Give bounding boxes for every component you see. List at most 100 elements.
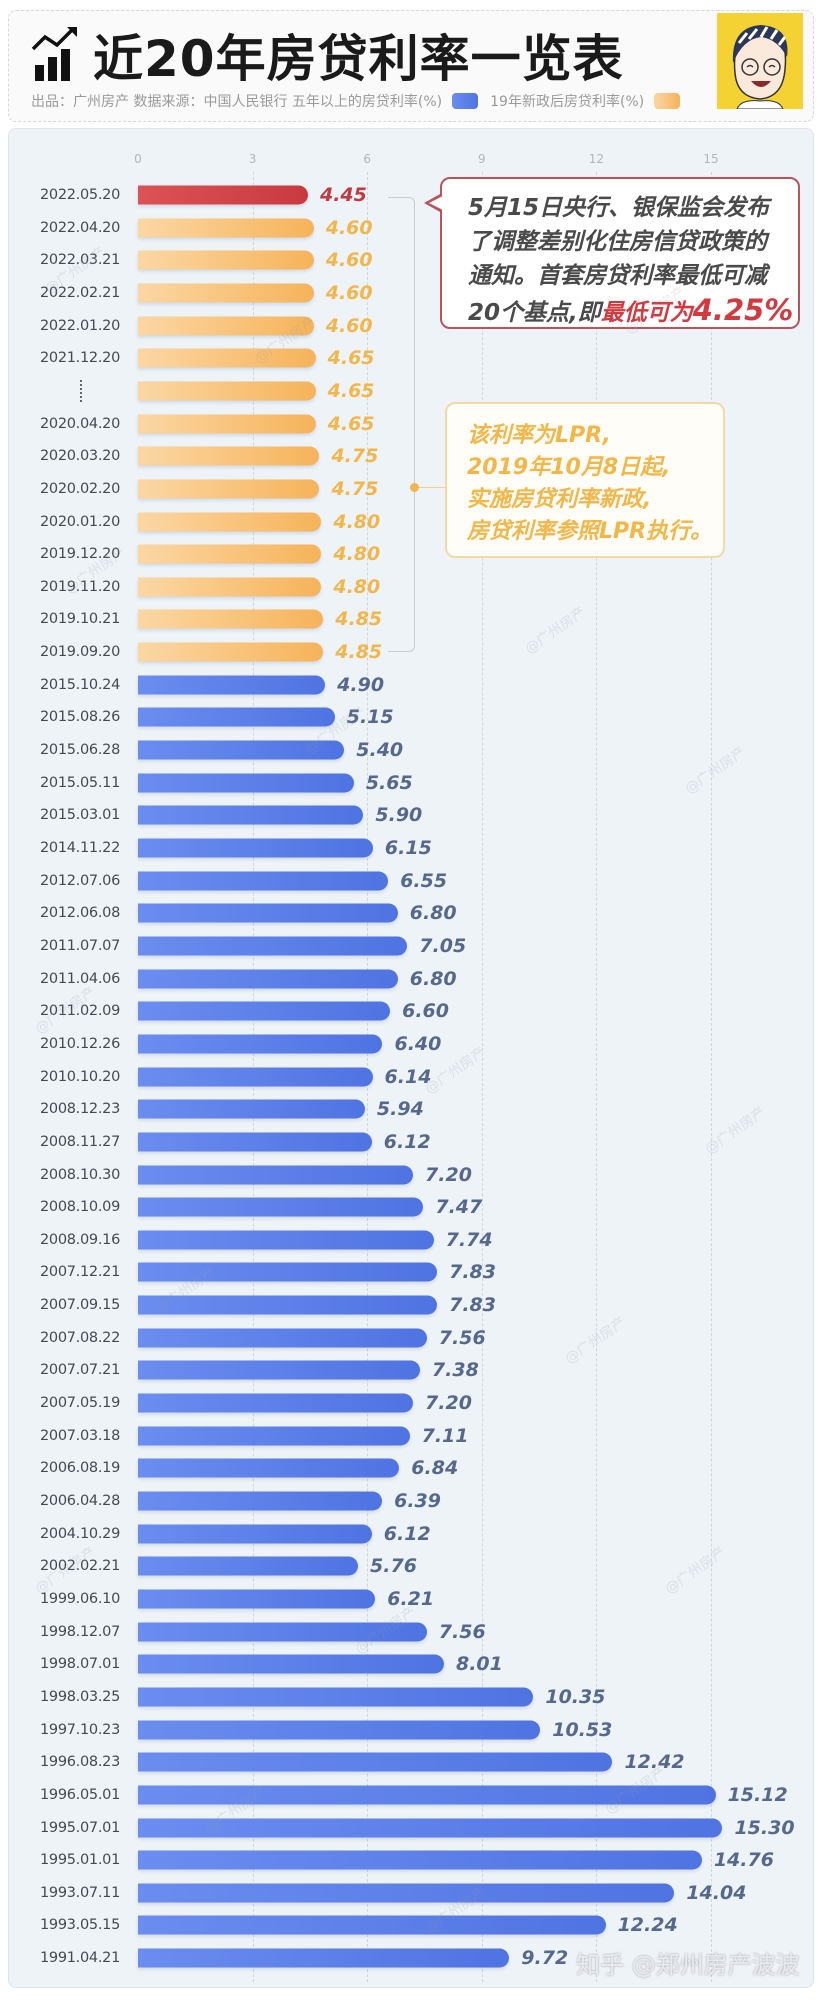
value-label: 7.83 bbox=[449, 1261, 496, 1284]
category-label: 2011.02.09 bbox=[39, 1003, 120, 1020]
bar bbox=[138, 1850, 702, 1870]
bar bbox=[138, 1883, 675, 1903]
cartoon-avatar bbox=[717, 13, 803, 109]
category-label: 2015.08.26 bbox=[39, 709, 120, 726]
category-label: 1999.06.10 bbox=[39, 1590, 120, 1607]
category-label: 2012.07.06 bbox=[39, 872, 120, 889]
lpr-callout: 该利率为LPR, 2019年10月8日起, 实施房贷利率新政, 房贷利率参照LP… bbox=[445, 402, 725, 558]
lpr-connector bbox=[415, 487, 445, 488]
value-label: 6.80 bbox=[409, 902, 457, 925]
bar bbox=[138, 1687, 534, 1707]
category-label: 2004.10.29 bbox=[39, 1525, 120, 1542]
category-label: 2019.12.20 bbox=[39, 546, 120, 563]
category-label: 2007.07.21 bbox=[39, 1362, 120, 1379]
bar bbox=[138, 348, 316, 368]
category-label: 2007.09.15 bbox=[39, 1297, 120, 1314]
policy-callout: 5月15日央行、银保监会发布 了调整差别化住房信贷政策的 通知。首套房贷利率最低… bbox=[424, 177, 800, 330]
value-label: 4.80 bbox=[333, 510, 381, 533]
value-label: 7.56 bbox=[438, 1326, 486, 1349]
category-label: 2007.03.18 bbox=[39, 1427, 120, 1444]
value-label: 6.55 bbox=[400, 869, 448, 892]
value-label: 6.14 bbox=[384, 1065, 432, 1088]
category-label: 1995.01.01 bbox=[39, 1852, 120, 1869]
value-label: 6.84 bbox=[411, 1457, 459, 1480]
bar bbox=[138, 414, 316, 434]
bar bbox=[138, 1915, 606, 1935]
category-label: 2008.10.30 bbox=[39, 1166, 120, 1183]
category-label: 2008.09.16 bbox=[39, 1231, 120, 1248]
category-label: 2006.08.19 bbox=[39, 1460, 120, 1477]
chart-trend-icon bbox=[31, 27, 77, 81]
category-label: 2011.04.06 bbox=[39, 970, 120, 987]
category-label: 2020.04.20 bbox=[39, 415, 120, 432]
category-label: 2020.01.20 bbox=[39, 513, 120, 530]
bar bbox=[138, 1720, 541, 1740]
callout-line: 实施房贷利率新政, bbox=[467, 487, 652, 512]
bar bbox=[138, 446, 320, 466]
value-label: 6.15 bbox=[384, 837, 432, 859]
bar bbox=[138, 936, 408, 956]
category-label: 2007.12.21 bbox=[39, 1264, 120, 1281]
callout-highlight-rate: 4.25% bbox=[692, 293, 794, 327]
bar bbox=[138, 1165, 414, 1184]
bar bbox=[138, 1132, 372, 1152]
value-label: 10.53 bbox=[552, 1718, 613, 1741]
value-label: 4.65 bbox=[327, 347, 375, 370]
value-label: 5.94 bbox=[376, 1098, 424, 1121]
value-label: 14.76 bbox=[713, 1849, 774, 1872]
legend-swatch-blue bbox=[452, 93, 479, 109]
value-label: 6.39 bbox=[394, 1490, 441, 1512]
value-label: 4.75 bbox=[331, 477, 379, 500]
callout-line: 20个基点,即最低可为4.25% bbox=[468, 293, 793, 330]
category-label: 2022.05.20 bbox=[39, 187, 120, 203]
date-ellipsis bbox=[80, 379, 82, 402]
category-label: 2021.12.20 bbox=[39, 350, 120, 367]
bar bbox=[138, 1067, 373, 1087]
value-label: 4.65 bbox=[327, 412, 375, 435]
bar bbox=[138, 1818, 723, 1837]
value-label: 4.75 bbox=[331, 445, 379, 468]
value-label: 4.60 bbox=[325, 216, 373, 239]
category-label: 2015.06.28 bbox=[39, 742, 120, 759]
callout-line: 通知。首套房贷利率最低可减 bbox=[468, 263, 767, 289]
x-tick-label: 12 bbox=[588, 152, 605, 166]
callout-line: 房贷利率参照LPR执行。 bbox=[467, 519, 713, 544]
bar bbox=[138, 969, 398, 989]
x-tick-label: 6 bbox=[363, 152, 372, 166]
value-label: 12.42 bbox=[624, 1751, 685, 1774]
bar bbox=[138, 675, 326, 695]
category-label: 2015.05.11 bbox=[39, 774, 120, 791]
category-label: 1998.12.07 bbox=[39, 1623, 120, 1640]
value-label: 5.76 bbox=[370, 1555, 417, 1578]
bar bbox=[138, 283, 314, 303]
value-label: 5.90 bbox=[375, 804, 423, 827]
bar bbox=[138, 773, 354, 793]
bar bbox=[138, 1034, 383, 1054]
value-label: 5.40 bbox=[356, 739, 404, 762]
bar bbox=[138, 1556, 359, 1576]
category-label: 2019.10.21 bbox=[39, 611, 120, 628]
bar bbox=[138, 740, 345, 760]
value-label: 14.04 bbox=[686, 1881, 747, 1904]
bar bbox=[138, 512, 322, 531]
callout-text: 20个基点,即 bbox=[468, 300, 601, 326]
category-label: 1995.07.01 bbox=[39, 1819, 120, 1836]
value-label: 6.40 bbox=[394, 1032, 442, 1055]
source-text: 出品：广州房产 数据来源：中国人民银行 五年以上的房贷利率(%) bbox=[31, 94, 443, 110]
value-label: 12.24 bbox=[617, 1914, 678, 1937]
value-label: 4.60 bbox=[325, 281, 373, 304]
value-label: 6.80 bbox=[409, 967, 457, 990]
category-label: 1996.05.01 bbox=[39, 1786, 120, 1803]
value-label: 4.80 bbox=[333, 575, 381, 598]
category-label: 1996.08.23 bbox=[39, 1754, 120, 1771]
bar bbox=[138, 1458, 400, 1478]
category-label: 2008.12.23 bbox=[39, 1101, 120, 1118]
category-label: 2015.10.24 bbox=[39, 676, 120, 693]
value-label: 4.90 bbox=[337, 673, 385, 696]
bar bbox=[138, 1099, 365, 1119]
value-label: 4.85 bbox=[335, 608, 383, 631]
value-label: 4.85 bbox=[335, 641, 383, 664]
callout-line: 2019年10月8日起, bbox=[467, 455, 671, 480]
callout-highlight: 最低可为 bbox=[600, 300, 693, 326]
legend-label-orange: 19年新政后房贷利率(%) bbox=[490, 94, 645, 110]
